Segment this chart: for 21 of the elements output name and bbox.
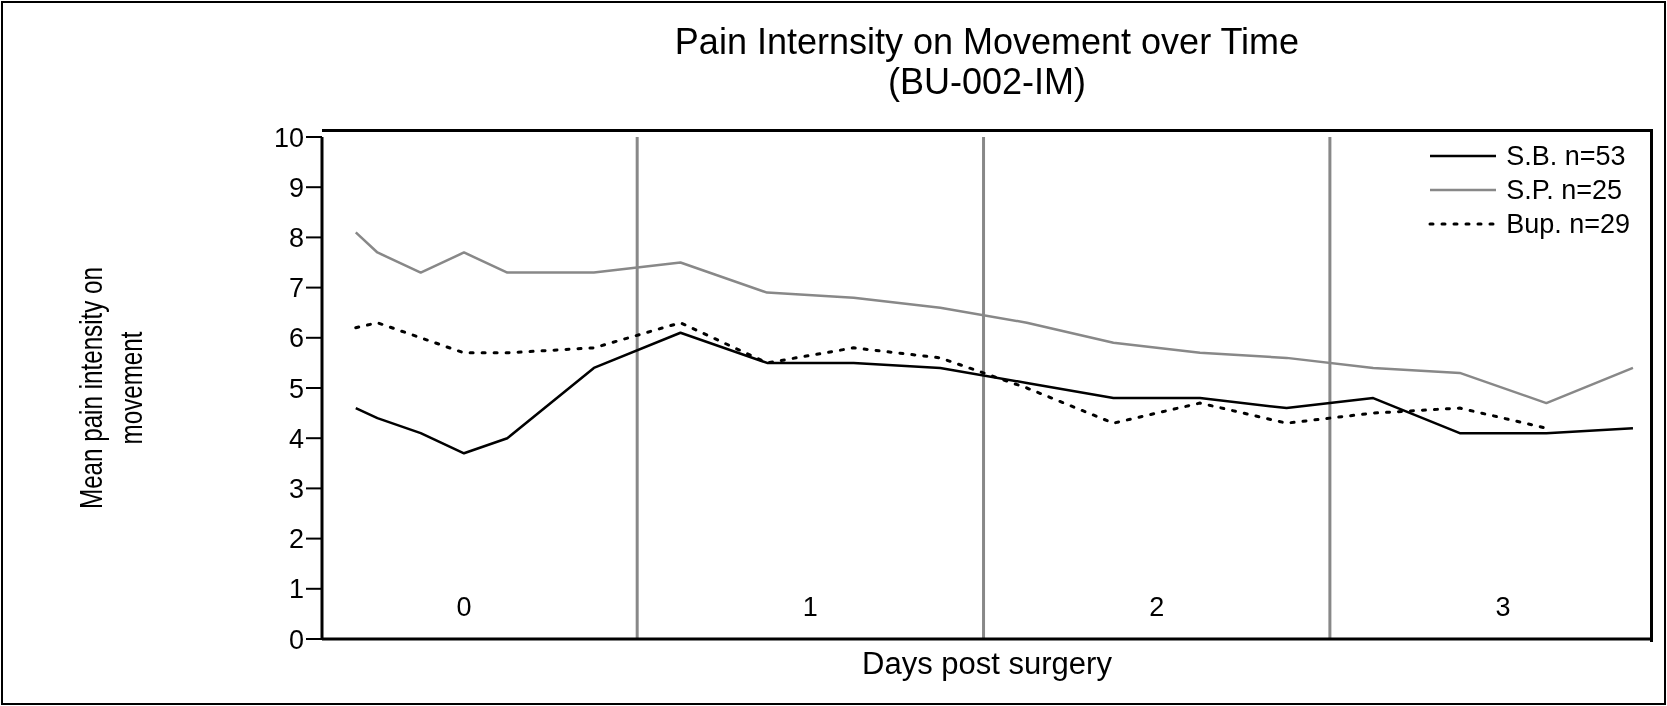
y-tick-label: 4 xyxy=(288,423,304,454)
y-axis-title: Mean pain intensity on movement xyxy=(73,266,150,511)
legend-label: Bup. n=29 xyxy=(1506,208,1630,241)
y-tick-label: 2 xyxy=(288,524,304,555)
x-tick-label: 3 xyxy=(1495,592,1511,623)
y-tick-label: 5 xyxy=(288,373,304,404)
y-tick-label: 6 xyxy=(288,323,304,354)
legend-label: S.B. n=53 xyxy=(1506,140,1626,173)
legend-label: S.P. n=25 xyxy=(1506,174,1622,207)
x-tick-label: 2 xyxy=(1149,592,1165,623)
y-tick-label: 0 xyxy=(288,624,304,655)
x-tick-label: 1 xyxy=(802,592,818,623)
y-tick-label: 9 xyxy=(288,172,304,203)
y-tick-label: 8 xyxy=(288,222,304,253)
chart-title: Pain Internsity on Movement over Time xyxy=(673,21,1301,62)
x-axis-title: Days post surgery xyxy=(861,646,1113,682)
y-tick-label: 10 xyxy=(273,122,304,153)
x-tick-label: 0 xyxy=(456,592,472,623)
y-tick-label: 3 xyxy=(288,473,304,504)
chart-subtitle: (BU-002-IM) xyxy=(888,61,1087,102)
y-tick-label: 7 xyxy=(288,273,304,304)
